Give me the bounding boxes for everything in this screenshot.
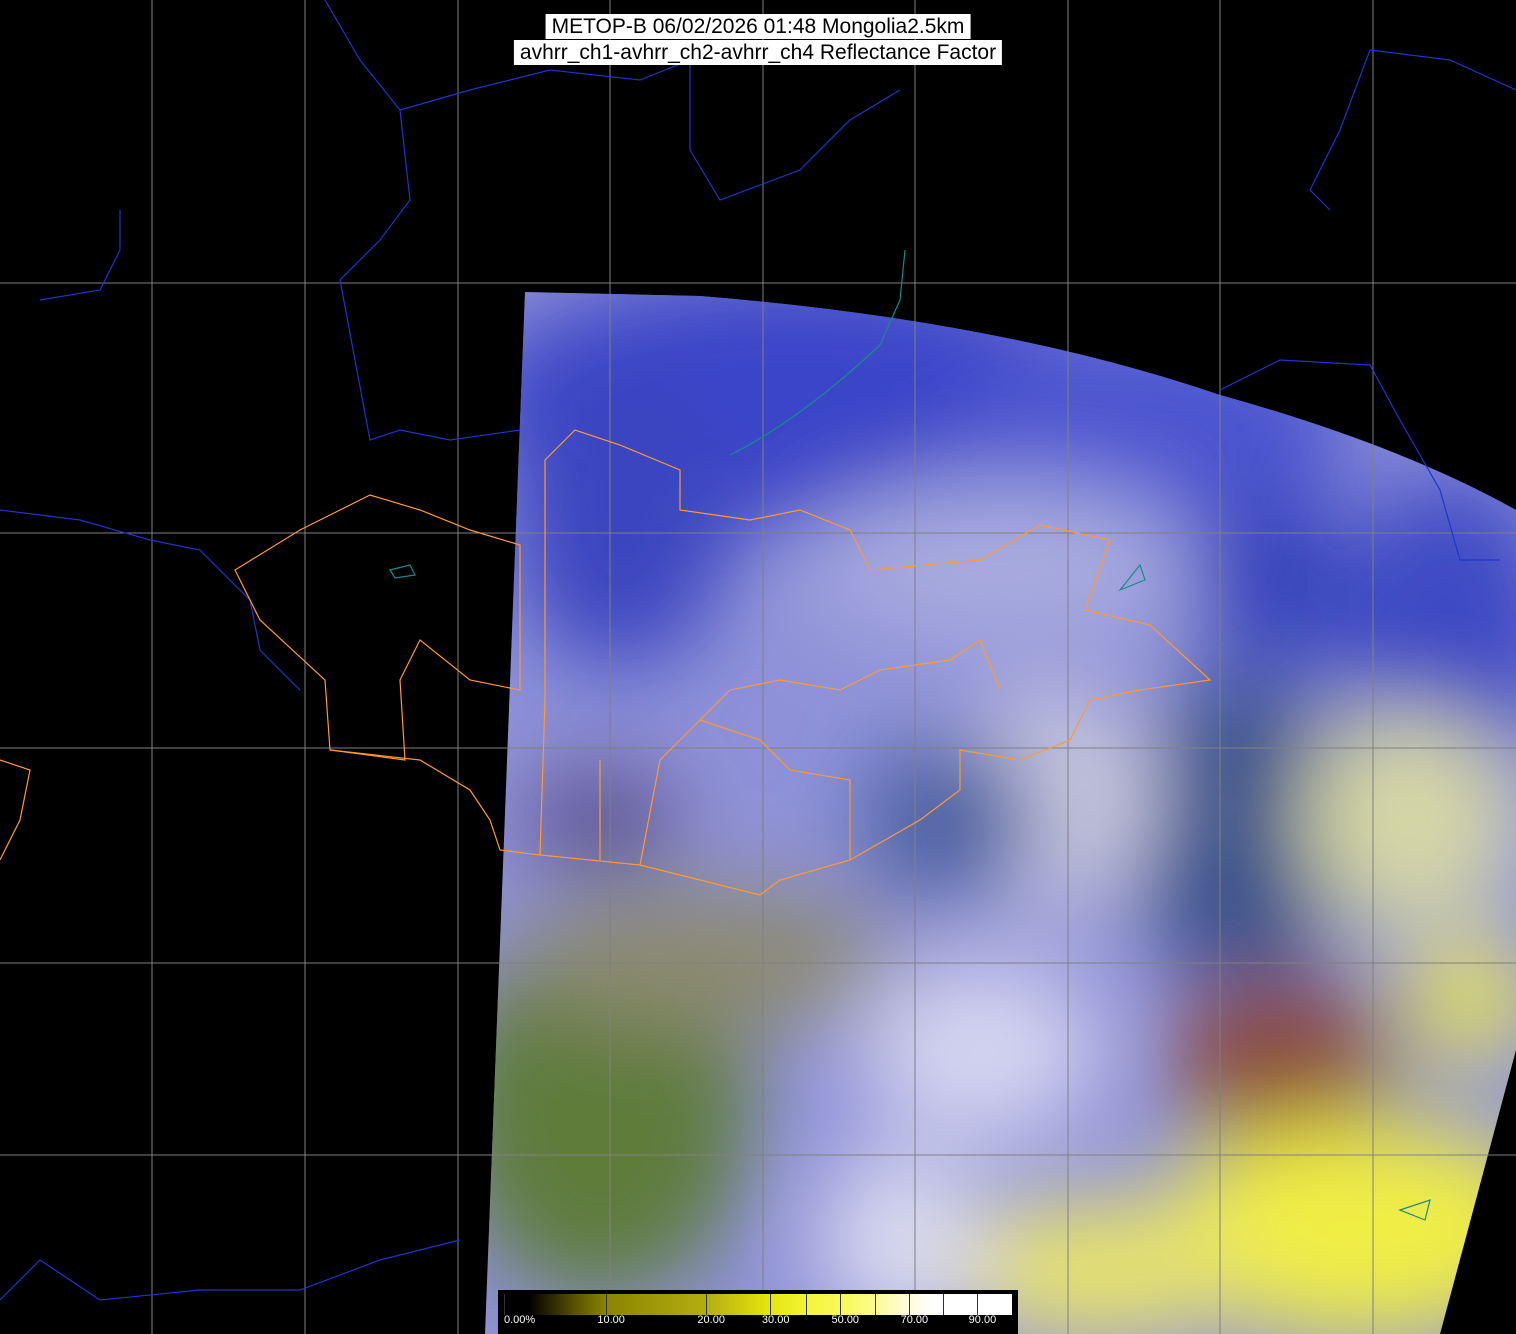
colorbar-tick bbox=[908, 1294, 910, 1315]
colorbar-tick bbox=[770, 1294, 772, 1315]
colorbar-label: 0.00% bbox=[504, 1314, 536, 1326]
lakes-rivers bbox=[389, 249, 1431, 1221]
colorbar-tick bbox=[705, 1294, 707, 1315]
colorbar-label: 20.00 bbox=[697, 1314, 725, 1326]
admin-borders bbox=[0, 429, 1212, 896]
colorbar-tick bbox=[504, 1294, 505, 1315]
country-borders bbox=[0, 0, 1516, 1301]
colorbar-label: 90.00 bbox=[968, 1314, 997, 1326]
colorbar-tick bbox=[605, 1294, 607, 1315]
colorbar-label: 50.00 bbox=[831, 1314, 860, 1326]
colorbar-label: 10.00 bbox=[597, 1314, 625, 1326]
title-line-1: METOP-B 06/02/2026 01:48 Mongolia2.5km bbox=[545, 14, 971, 39]
colorbar-label: 30.00 bbox=[761, 1314, 790, 1326]
colorbar-tick bbox=[874, 1294, 876, 1315]
satellite-swath bbox=[485, 292, 1516, 1334]
title-line-2: avhrr_ch1-avhrr_ch2-avhrr_ch4 Reflectanc… bbox=[513, 40, 1003, 65]
colorbar-legend: 0.00% 10.00 20.00 30.00 50.00 70.00 90.00 bbox=[498, 1290, 1018, 1334]
colorbar-tick bbox=[976, 1294, 978, 1315]
colorbar-tick bbox=[805, 1294, 807, 1315]
colorbar-label: 70.00 bbox=[900, 1314, 929, 1326]
colorbar-tick bbox=[942, 1294, 944, 1315]
colorbar-gradient bbox=[504, 1294, 1012, 1315]
colorbar-tick bbox=[839, 1294, 841, 1315]
